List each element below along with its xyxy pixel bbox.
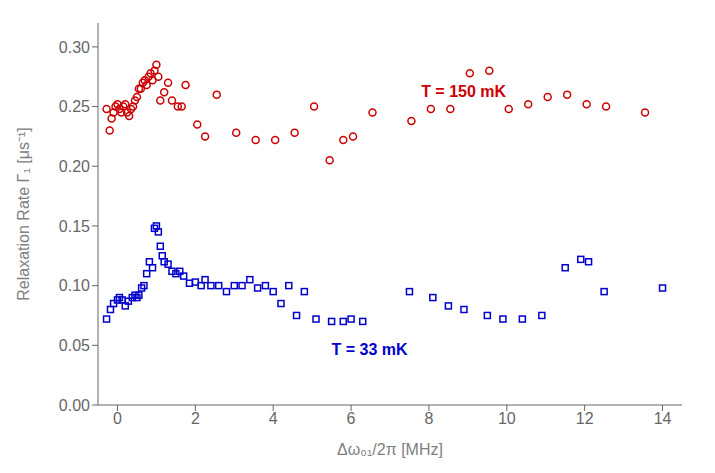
svg-text:T = 33 mK: T = 33 mK xyxy=(332,341,408,358)
svg-text:4: 4 xyxy=(269,410,278,427)
svg-text:0.20: 0.20 xyxy=(59,158,90,175)
svg-text:Relaxation Rate Γ₁ [μs⁻¹]: Relaxation Rate Γ₁ [μs⁻¹] xyxy=(15,127,32,300)
svg-text:0.10: 0.10 xyxy=(59,277,90,294)
svg-text:12: 12 xyxy=(576,410,594,427)
svg-text:Δω₀₁/2π [MHz]: Δω₀₁/2π [MHz] xyxy=(337,441,443,458)
svg-text:0.05: 0.05 xyxy=(59,337,90,354)
svg-text:0.00: 0.00 xyxy=(59,397,90,414)
svg-text:0: 0 xyxy=(113,410,122,427)
svg-text:0.25: 0.25 xyxy=(59,98,90,115)
svg-text:0.15: 0.15 xyxy=(59,218,90,235)
svg-text:T = 150 mK: T = 150 mK xyxy=(421,83,506,100)
svg-text:6: 6 xyxy=(347,410,356,427)
svg-text:10: 10 xyxy=(498,410,516,427)
svg-text:8: 8 xyxy=(424,410,433,427)
svg-text:14: 14 xyxy=(654,410,672,427)
svg-text:2: 2 xyxy=(191,410,200,427)
svg-text:0.30: 0.30 xyxy=(59,39,90,56)
